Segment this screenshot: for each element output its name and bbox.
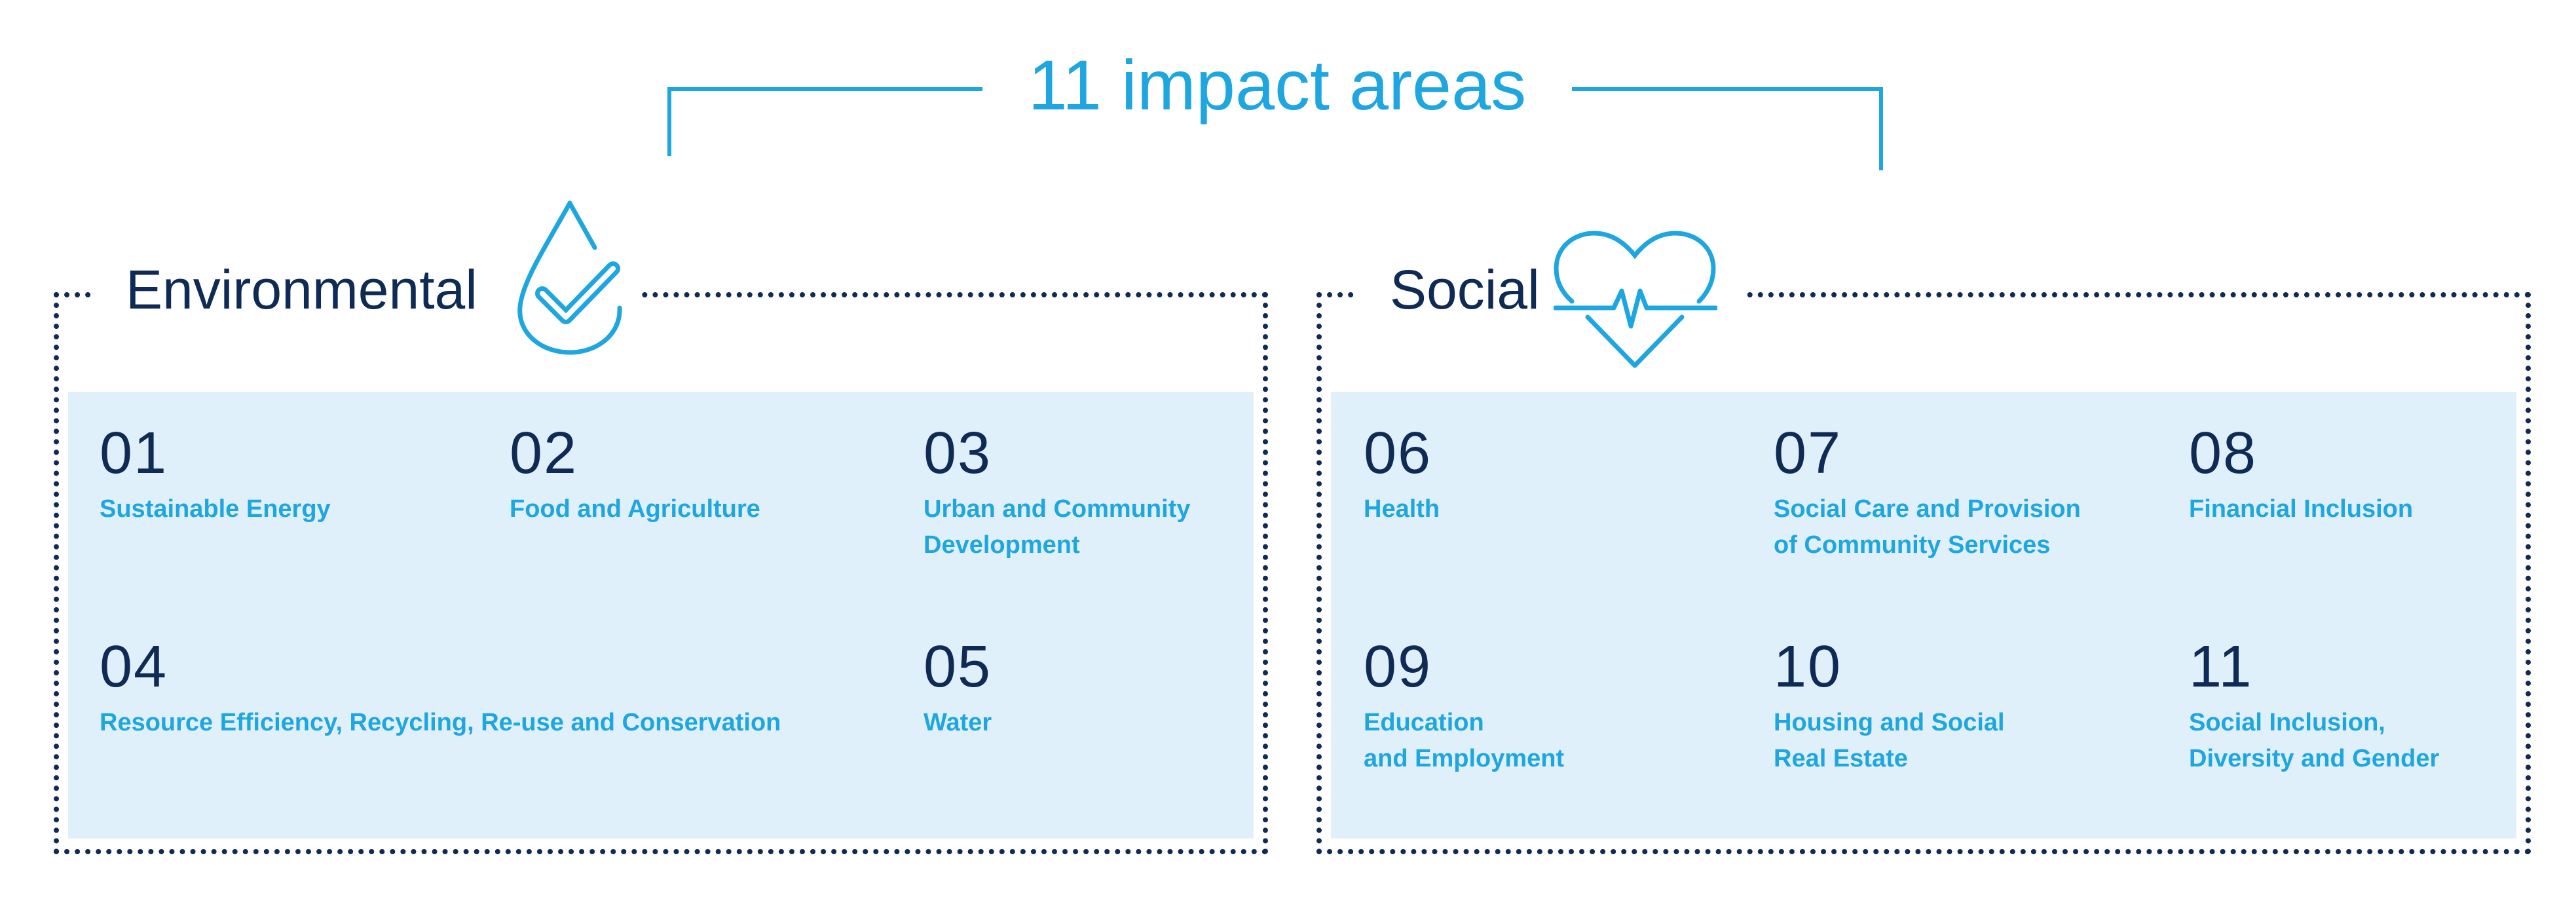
impact-area-03: 03 Urban and Community Development xyxy=(924,421,1290,563)
social-title-backdrop xyxy=(1356,197,1742,380)
impact-area-label: Housing and Social Real Estate xyxy=(1774,709,2005,772)
impact-area-label: Social Care and Provision of Community Se… xyxy=(1774,495,2081,559)
impact-area-number: 08 xyxy=(2189,421,2258,486)
environmental-section-border xyxy=(54,292,1268,854)
impact-area-number: 07 xyxy=(1774,421,1842,486)
impact-area-11: 11 Social Inclusion, Diversity and Gender xyxy=(2189,634,2556,777)
impact-area-number: 04 xyxy=(100,634,168,700)
page-title: 11 impact areas xyxy=(1028,45,1527,124)
social-panel xyxy=(1331,392,2516,839)
impact-area-number: 11 xyxy=(2189,634,2253,700)
impact-area-02: 02 Food and Agriculture xyxy=(510,421,876,527)
impact-area-08: 08 Financial Inclusion xyxy=(2189,421,2556,527)
environmental-title: Environmental xyxy=(126,259,477,320)
impact-area-01: 01 Sustainable Energy xyxy=(100,421,466,527)
impact-area-05: 05 Water xyxy=(924,634,1290,741)
impact-area-label: Social Inclusion, Diversity and Gender xyxy=(2189,709,2440,772)
impact-area-label: Financial Inclusion xyxy=(2189,495,2414,523)
social-title: Social xyxy=(1390,259,1540,320)
impact-area-number: 06 xyxy=(1364,421,1432,486)
title-bracket xyxy=(667,87,1883,170)
heart-pulse-icon xyxy=(1554,231,1717,368)
impact-area-09: 09 Education and Employment xyxy=(1364,634,1730,777)
impact-area-07: 07 Social Care and Provision of Community… xyxy=(1774,421,2140,563)
impact-area-number: 01 xyxy=(100,421,168,486)
impact-area-number: 09 xyxy=(1364,634,1432,700)
impact-area-label: Education and Employment xyxy=(1364,709,1565,772)
environmental-panel xyxy=(68,392,1254,839)
impact-area-label: Health xyxy=(1364,495,1440,523)
impact-area-label: Urban and Community Development xyxy=(924,495,1191,559)
social-section-border xyxy=(1316,292,2531,854)
impact-area-label: Resource Efficiency, Recycling, Re-use a… xyxy=(100,709,781,736)
impact-area-number: 03 xyxy=(924,421,992,486)
impact-area-06: 06 Health xyxy=(1364,421,1730,527)
impact-area-number: 02 xyxy=(510,421,578,486)
impact-area-number: 10 xyxy=(1774,634,1842,700)
impact-area-label: Sustainable Energy xyxy=(100,495,331,523)
water-drop-check-icon xyxy=(517,200,622,355)
impact-area-label: Water xyxy=(924,709,992,736)
impact-area-label: Food and Agriculture xyxy=(510,495,760,523)
impact-area-04: 04 Resource Efficiency, Recycling, Re-us… xyxy=(100,634,886,741)
impact-area-number: 05 xyxy=(924,634,992,700)
impact-area-10: 10 Housing and Social Real Estate xyxy=(1774,634,2140,777)
